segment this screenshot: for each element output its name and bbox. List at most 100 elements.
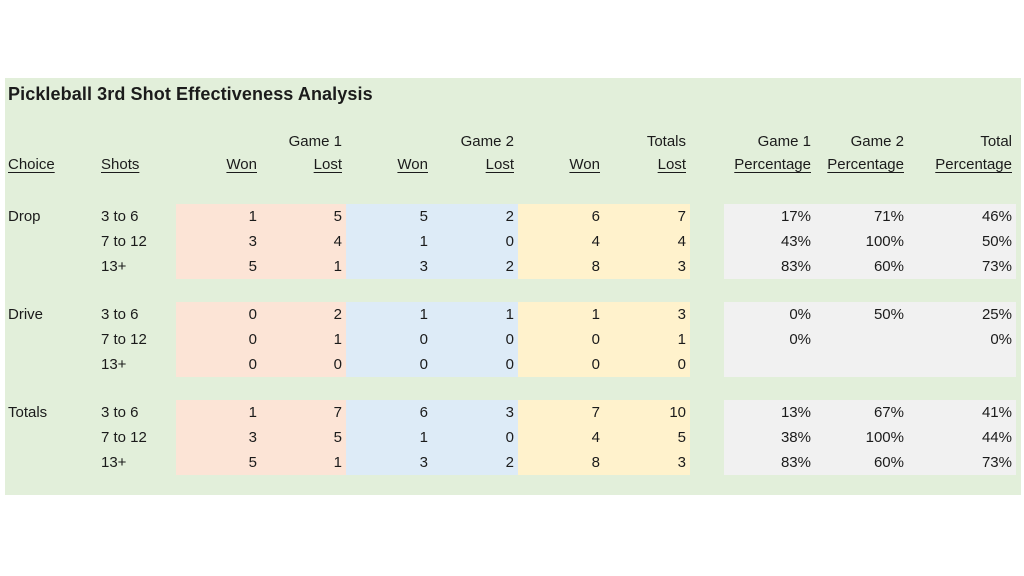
table-row: Totals 3 to 6 1 7 6 3 7 10 13% 67% 41% xyxy=(5,400,1016,425)
column-header-row: Choice Shots Won Lost Won Lost Won Lost … xyxy=(5,153,1016,178)
game2-lost-cell: 3 xyxy=(432,400,518,425)
game2-lost-cell: 0 xyxy=(432,327,518,352)
table-row: 13+ 0 0 0 0 0 0 xyxy=(5,352,1016,377)
analysis-table: Game 1 Game 2 Totals Game 1 Game 2 Total… xyxy=(5,131,1016,475)
game1-percentage-cell xyxy=(724,352,815,377)
choice-cell: Drive xyxy=(8,306,44,323)
game2-lost-cell: 0 xyxy=(432,425,518,450)
totals-won-cell: 8 xyxy=(518,450,604,475)
section-spacer xyxy=(5,377,1016,400)
game1-won-cell: 5 xyxy=(176,450,261,475)
game2-won-cell: 0 xyxy=(346,352,432,377)
totals-lost-cell: 3 xyxy=(604,254,690,279)
shots-cell: 3 to 6 xyxy=(101,306,139,323)
game2-won-cell: 3 xyxy=(346,254,432,279)
header-game1-lost: Lost xyxy=(313,156,342,173)
totals-lost-cell: 10 xyxy=(604,400,690,425)
game1-won-cell: 0 xyxy=(176,327,261,352)
game1-percentage-cell: 13% xyxy=(724,400,815,425)
game1-lost-cell: 5 xyxy=(261,204,346,229)
totals-won-cell: 4 xyxy=(518,425,604,450)
game1-percentage-cell: 83% xyxy=(724,450,815,475)
choice-cell: Drop xyxy=(8,208,41,225)
total-percentage-cell: 46% xyxy=(908,204,1016,229)
shots-cell: 13+ xyxy=(101,356,127,373)
column-gap xyxy=(690,425,724,450)
game1-won-cell: 0 xyxy=(176,352,261,377)
game1-lost-cell: 1 xyxy=(261,254,346,279)
totals-lost-cell: 1 xyxy=(604,327,690,352)
totals-won-cell: 4 xyxy=(518,229,604,254)
game2-won-cell: 3 xyxy=(346,450,432,475)
group-header-game1: Game 1 xyxy=(288,133,342,150)
game2-percentage-cell: 60% xyxy=(815,254,908,279)
group-header-pct-game1: Game 1 xyxy=(757,133,811,150)
game1-percentage-cell: 38% xyxy=(724,425,815,450)
game2-lost-cell: 2 xyxy=(432,204,518,229)
header-pct-game2: Percentage xyxy=(827,156,904,173)
game1-won-cell: 0 xyxy=(176,302,261,327)
column-gap xyxy=(690,254,724,279)
column-gap xyxy=(690,450,724,475)
column-gap xyxy=(690,400,724,425)
header-totals-lost: Lost xyxy=(657,156,686,173)
total-percentage-cell: 25% xyxy=(908,302,1016,327)
game1-lost-cell: 1 xyxy=(261,450,346,475)
game2-won-cell: 6 xyxy=(346,400,432,425)
game2-percentage-cell: 100% xyxy=(815,425,908,450)
choice-cell: Totals xyxy=(8,404,48,421)
header-game2-won: Won xyxy=(397,156,428,173)
game2-percentage-cell xyxy=(815,327,908,352)
game2-lost-cell: 2 xyxy=(432,254,518,279)
worksheet-panel: Pickleball 3rd Shot Effectiveness Analys… xyxy=(5,78,1021,495)
group-header-shots-spacer xyxy=(98,131,176,153)
group-header-totals: Totals xyxy=(646,133,686,150)
game1-lost-cell: 1 xyxy=(261,327,346,352)
header-choice: Choice xyxy=(8,156,55,173)
table-row: 13+ 5 1 3 2 8 3 83% 60% 73% xyxy=(5,450,1016,475)
totals-won-cell: 0 xyxy=(518,352,604,377)
game2-percentage-cell: 60% xyxy=(815,450,908,475)
totals-lost-cell: 3 xyxy=(604,302,690,327)
game2-percentage-cell: 67% xyxy=(815,400,908,425)
header-pct-total: Percentage xyxy=(935,156,1012,173)
totals-won-cell: 0 xyxy=(518,327,604,352)
choice-cell xyxy=(5,450,98,475)
game2-percentage-cell: 100% xyxy=(815,229,908,254)
game1-won-cell: 1 xyxy=(176,204,261,229)
game1-percentage-cell: 0% xyxy=(724,302,815,327)
choice-cell xyxy=(5,352,98,377)
game2-won-cell: 0 xyxy=(346,327,432,352)
table-row: 7 to 12 3 4 1 0 4 4 43% 100% 50% xyxy=(5,229,1016,254)
game1-percentage-cell: 83% xyxy=(724,254,815,279)
table-row: 7 to 12 3 5 1 0 4 5 38% 100% 44% xyxy=(5,425,1016,450)
choice-cell xyxy=(5,229,98,254)
game2-lost-cell: 0 xyxy=(432,229,518,254)
game2-lost-cell: 1 xyxy=(432,302,518,327)
header-spacer xyxy=(5,178,1016,204)
table-row: Drive 3 to 6 0 2 1 1 1 3 0% 50% 25% xyxy=(5,302,1016,327)
game2-percentage-cell xyxy=(815,352,908,377)
game1-lost-cell: 4 xyxy=(261,229,346,254)
column-gap xyxy=(690,352,724,377)
game2-lost-cell: 2 xyxy=(432,450,518,475)
column-gap xyxy=(690,327,724,352)
totals-won-cell: 8 xyxy=(518,254,604,279)
shots-cell: 13+ xyxy=(101,258,127,275)
group-header-spacer xyxy=(176,131,261,153)
game1-lost-cell: 0 xyxy=(261,352,346,377)
game2-won-cell: 5 xyxy=(346,204,432,229)
game1-won-cell: 3 xyxy=(176,425,261,450)
game2-won-cell: 1 xyxy=(346,425,432,450)
total-percentage-cell: 50% xyxy=(908,229,1016,254)
game2-won-cell: 1 xyxy=(346,302,432,327)
total-percentage-cell: 73% xyxy=(908,450,1016,475)
choice-cell xyxy=(5,254,98,279)
group-header-game2: Game 2 xyxy=(460,133,514,150)
game2-percentage-cell: 71% xyxy=(815,204,908,229)
group-header-spacer xyxy=(346,131,432,153)
shots-cell: 7 to 12 xyxy=(101,233,147,250)
totals-lost-cell: 5 xyxy=(604,425,690,450)
choice-cell xyxy=(5,327,98,352)
column-gap xyxy=(690,229,724,254)
